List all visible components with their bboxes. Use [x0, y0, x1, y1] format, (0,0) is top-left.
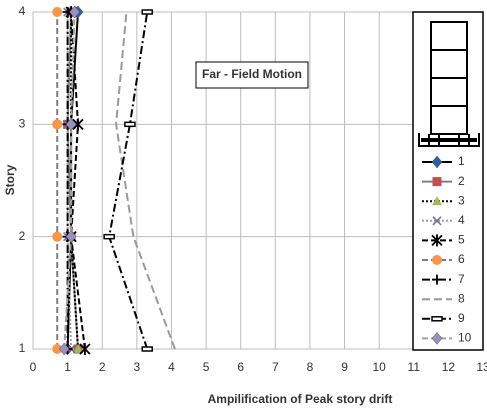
- legend-label: 3: [458, 193, 465, 207]
- marker: [52, 7, 63, 17]
- marker: [72, 118, 84, 131]
- legend-label: 8: [458, 291, 465, 305]
- annotation-box: [195, 61, 309, 89]
- x-tick-label: 10: [372, 360, 386, 374]
- x-tick-label: 11: [408, 360, 421, 374]
- series-line: [108, 11, 149, 350]
- x-tick-label: 2: [99, 360, 106, 374]
- marker: [431, 316, 443, 322]
- marker: [432, 177, 442, 187]
- legend: 1 2 3 4 5 6 7 8 9 10: [412, 11, 484, 351]
- series: [58, 5, 80, 356]
- legend-label: 7: [458, 272, 465, 286]
- y-tick-label: 1: [19, 341, 26, 355]
- x-tick-label: 1: [64, 360, 71, 374]
- series: [115, 11, 176, 350]
- x-tick-label: 9: [341, 360, 348, 374]
- marker: [69, 5, 80, 19]
- marker: [141, 9, 153, 15]
- x-tick-label: 5: [203, 360, 210, 374]
- x-tick-label: 8: [307, 360, 314, 374]
- marker: [124, 121, 136, 128]
- marker: [65, 117, 77, 131]
- marker: [65, 230, 77, 244]
- legend-label: 1: [458, 154, 465, 168]
- marker: [79, 343, 91, 355]
- series-line: [66, 12, 73, 350]
- marker: [103, 233, 115, 240]
- x-tick-label: 0: [30, 360, 37, 374]
- marker: [431, 234, 443, 247]
- y-tick-label: 3: [19, 117, 26, 131]
- series-line: [115, 11, 176, 350]
- x-tick-label: 12: [442, 360, 456, 374]
- marker: [58, 342, 70, 356]
- legend-label: 9: [458, 311, 465, 325]
- series: [103, 9, 153, 352]
- legend-label: 6: [458, 252, 465, 266]
- y-axis-label: Story: [3, 164, 17, 195]
- marker: [432, 196, 442, 206]
- marker: [431, 155, 443, 169]
- building-icon: [418, 21, 480, 147]
- legend-label: 5: [458, 233, 465, 247]
- marker: [52, 119, 63, 130]
- legend-label: 2: [458, 174, 465, 188]
- x-tick-label: 4: [168, 360, 175, 374]
- marker: [432, 216, 442, 226]
- marker: [141, 346, 153, 352]
- x-axis-label: Ampilification of Peak story drift: [208, 392, 393, 406]
- series-line: [63, 11, 76, 350]
- marker: [432, 255, 442, 265]
- x-tick-label: 7: [272, 360, 279, 374]
- legend-label: 10: [458, 331, 472, 345]
- x-tick-label: 6: [237, 360, 244, 374]
- marker: [52, 344, 63, 354]
- x-tick-label: 3: [134, 360, 141, 374]
- legend-label: 4: [458, 213, 465, 227]
- series: [52, 7, 63, 354]
- y-tick-label: 2: [19, 229, 26, 243]
- y-tick-label: 4: [19, 4, 26, 18]
- series-line: [70, 11, 86, 350]
- marker: [73, 344, 83, 353]
- annotation: Far - Field Motion: [202, 67, 302, 81]
- marker: [431, 332, 443, 345]
- x-tick-label: 13: [476, 360, 487, 374]
- series-line: [70, 12, 79, 350]
- marker: [52, 231, 63, 242]
- marker: [432, 274, 442, 285]
